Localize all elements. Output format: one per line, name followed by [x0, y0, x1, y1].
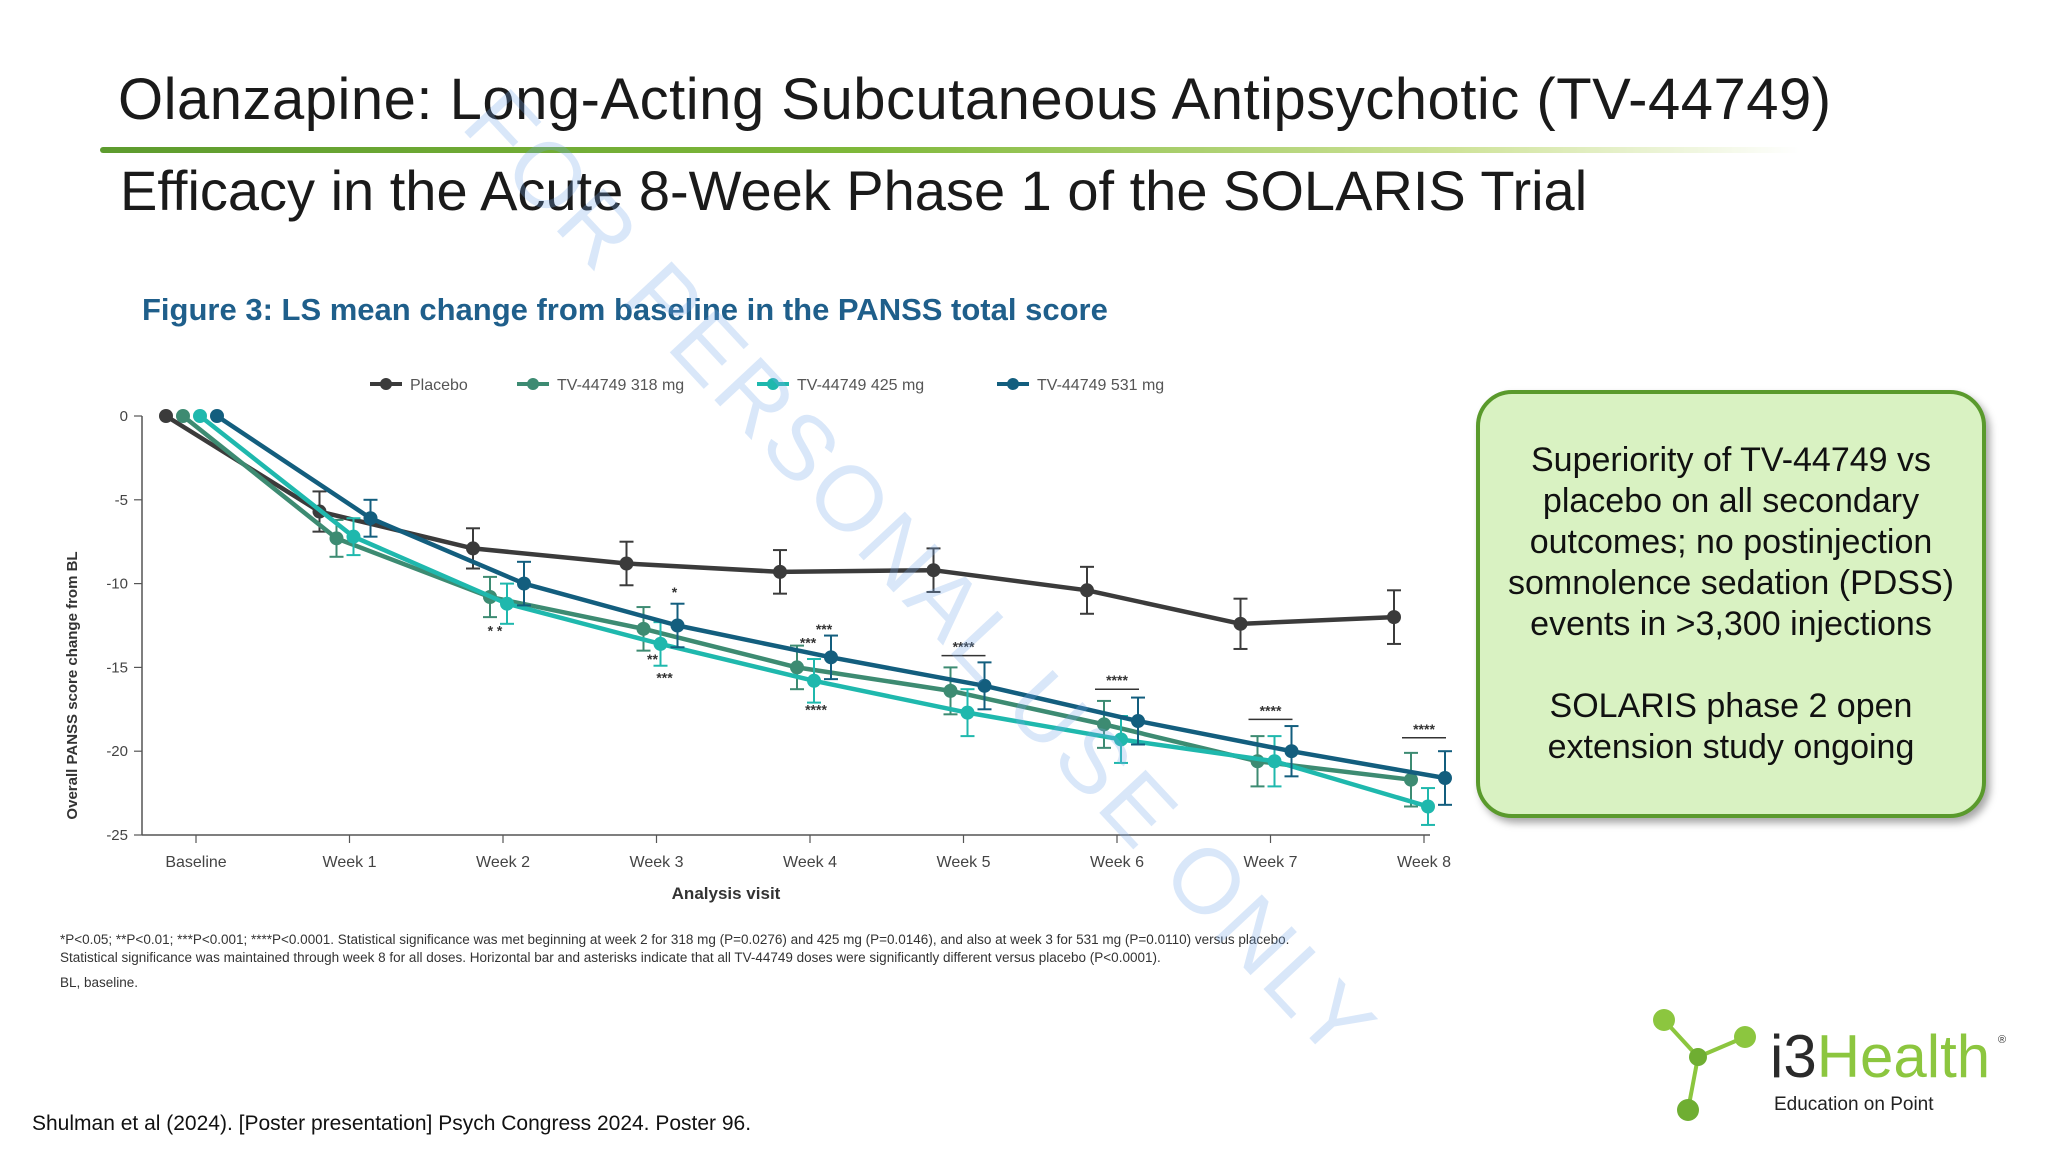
legend-label: TV-44749 531 mg: [1037, 377, 1164, 394]
significance-label: ****: [1413, 721, 1435, 737]
data-point: [500, 596, 514, 611]
i3health-molecule-icon: [1653, 1009, 1756, 1121]
legend-swatch-marker: [380, 378, 392, 390]
legend-label: TV-44749 318 mg: [557, 377, 684, 394]
y-tick-label: -5: [115, 492, 128, 509]
data-point: [670, 618, 685, 633]
slide-subtitle: Efficacy in the Acute 8-Week Phase 1 of …: [120, 159, 1588, 222]
significance-label: * *: [488, 623, 503, 639]
series-line: [215, 414, 1446, 781]
footnote-significance: *P<0.05; **P<0.01; ***P<0.001; ****P<0.0…: [60, 932, 1290, 947]
data-point: [466, 541, 480, 556]
y-tick-label: -25: [106, 827, 128, 844]
y-tick-label: -20: [106, 743, 128, 760]
data-point: [824, 650, 838, 665]
data-point: [653, 636, 668, 651]
data-point: [790, 660, 804, 675]
data-point: [159, 409, 173, 423]
significance-label: **: [647, 651, 658, 667]
key-findings-callout: Superiority of TV-44749 vs placebo on al…: [1476, 390, 1986, 818]
data-point: [1097, 717, 1111, 732]
title-divider: [100, 147, 1800, 153]
legend-swatch-marker: [1007, 378, 1019, 390]
legend-swatch-marker: [527, 378, 539, 390]
significance-label: ****: [1260, 702, 1282, 718]
data-point: [807, 673, 821, 688]
citation: Shulman et al (2024). [Poster presentati…: [32, 1112, 752, 1135]
data-point: [193, 409, 207, 423]
y-tick-label: -15: [106, 659, 128, 676]
data-point: [619, 556, 634, 571]
x-tick-label: Week 5: [937, 854, 991, 871]
significance-label: ****: [953, 639, 975, 655]
series-line: [198, 414, 1429, 809]
significance-label: ***: [656, 669, 673, 685]
x-tick-label: Week 7: [1244, 854, 1298, 871]
footnote-abbreviation: BL, baseline.: [60, 975, 139, 990]
x-tick-label: Week 6: [1090, 854, 1144, 871]
x-axis-title: Analysis visit: [672, 884, 781, 903]
data-point: [176, 409, 190, 423]
significance-label: *: [672, 584, 678, 600]
footnote-maintained: Statistical significance was maintained …: [60, 950, 1161, 965]
data-point: [960, 705, 975, 720]
figure-title: Figure 3: LS mean change from baseline i…: [142, 292, 1108, 327]
y-tick-label: 0: [120, 408, 128, 425]
data-point: [1438, 771, 1452, 786]
x-tick-label: Week 3: [630, 854, 684, 871]
significance-label: ****: [1106, 672, 1128, 688]
x-tick-label: Week 4: [783, 854, 837, 871]
data-point: [926, 563, 941, 578]
panss-line-chart: 0 -5 -10 -15 -20 -25 Baseline Week 1 Week 2 Week …: [64, 377, 1452, 903]
legend-label: Placebo: [410, 377, 468, 394]
data-point: [329, 531, 344, 546]
legend-label: TV-44749 425 mg: [797, 377, 924, 394]
data-point: [977, 678, 992, 693]
x-tick-label: Week 8: [1397, 854, 1451, 871]
significance-label: ***: [800, 634, 817, 650]
significance-label: ****: [805, 701, 827, 717]
data-point: [517, 576, 531, 591]
data-point: [1404, 772, 1418, 787]
data-point: [1267, 754, 1282, 769]
data-point: [636, 621, 651, 636]
data-point: [1387, 610, 1401, 625]
registered-mark: ®: [1998, 1034, 2007, 1046]
data-point: [346, 529, 361, 544]
data-point: [363, 511, 378, 526]
slide-title: Olanzapine: Long-Acting Subcutaneous Ant…: [118, 67, 1832, 132]
data-point: [1421, 799, 1435, 814]
callout-extension-text: SOLARIS phase 2 open extension study ong…: [1547, 687, 1915, 766]
data-point: [1284, 744, 1299, 759]
legend-swatch-marker: [767, 378, 779, 390]
data-point: [773, 564, 787, 579]
data-point: [943, 683, 958, 698]
logo-tagline: Education on Point: [1774, 1094, 1934, 1115]
series-line: [181, 414, 1412, 782]
x-tick-label: Baseline: [165, 854, 226, 871]
significance-label: ***: [816, 621, 833, 637]
callout-superiority-text: Superiority of TV-44749 vs placebo on al…: [1507, 441, 1954, 643]
logo-prefix: i3: [1770, 1023, 1817, 1090]
data-point: [1080, 583, 1094, 598]
i3health-logo: i3Health: [1770, 1022, 1990, 1091]
data-point: [1114, 732, 1128, 747]
y-tick-label: -10: [106, 576, 128, 593]
data-point: [1233, 616, 1248, 631]
x-tick-label: Week 2: [476, 854, 530, 871]
logo-suffix: Health: [1816, 1023, 1991, 1090]
y-axis-title: Overall PANSS score change from BL: [64, 551, 81, 819]
x-tick-label: Week 1: [323, 854, 377, 871]
data-point: [210, 409, 224, 423]
data-point: [1131, 714, 1145, 729]
